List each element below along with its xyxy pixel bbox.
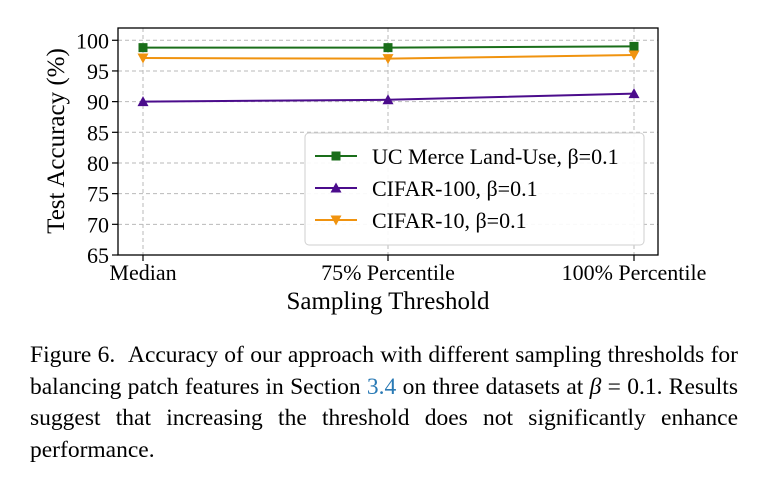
series-group [138,41,639,53]
caption-text-start: Accuracy of our approach with different … [30,342,739,400]
series-lines [137,41,640,107]
legend: UC Merce Land-Use, β=0.1 CIFAR-100, β=0.1… [304,132,645,246]
y-tick-label: 100 [76,28,109,53]
series-group [137,88,640,107]
x-axis-ticks: Median 75% Percentile 100% Percentile [109,255,706,285]
section-ref-link[interactable]: 3.4 [366,373,397,400]
caption-beta-value: = 0.1. [601,373,663,400]
legend-marker [331,151,341,161]
legend-entry: CIFAR-100, β=0.1 [315,176,538,201]
y-tick-label: 75 [87,182,109,207]
x-tick-label: Median [109,260,176,285]
legend-marker [330,182,342,193]
data-point-marker [137,96,149,107]
x-tick-label: 100% Percentile [562,260,707,285]
data-point-marker [629,41,639,51]
data-point-marker [382,54,394,65]
y-tick-label: 80 [87,151,109,176]
legend-label: CIFAR-10, β=0.1 [372,208,527,233]
legend-marker [330,215,342,226]
caption-label: Figure 6. [30,342,116,368]
caption-text-mid: on three datasets at [396,373,590,400]
y-tick-label: 95 [87,59,109,84]
caption-beta-symbol: β [589,373,602,400]
data-point-marker [628,50,640,61]
data-point-marker [383,43,393,53]
data-point-marker [628,88,640,99]
legend-label: CIFAR-100, β=0.1 [372,176,538,201]
legend-entry: UC Merce Land-Use, β=0.1 [315,144,619,169]
y-tick-label: 85 [87,120,109,145]
caption-text-end: Results suggest that increasing the thre… [30,373,738,463]
data-point-marker [137,53,149,64]
y-axis-label: Test Accuracy (%) [43,48,70,234]
series-group [137,50,640,65]
legend-entry: CIFAR-10, β=0.1 [315,208,527,233]
legend-label: UC Merce Land-Use, β=0.1 [372,144,619,169]
figure-caption: Figure 6. Accuracy of our approach with … [30,340,738,466]
y-tick-label: 70 [87,212,109,237]
x-axis-label: Sampling Threshold [286,288,490,315]
y-tick-label: 65 [87,243,109,268]
legend-box [304,132,645,246]
line-chart: 65 70 75 80 85 90 95 100 Median 75% Percentile 10… [43,27,706,315]
y-tick-label: 90 [87,90,109,115]
data-point-marker [138,43,148,53]
x-tick-label: 75% Percentile [321,260,455,285]
data-point-marker [382,94,394,105]
y-axis-ticks: 65 70 75 80 85 90 95 100 [76,28,118,268]
